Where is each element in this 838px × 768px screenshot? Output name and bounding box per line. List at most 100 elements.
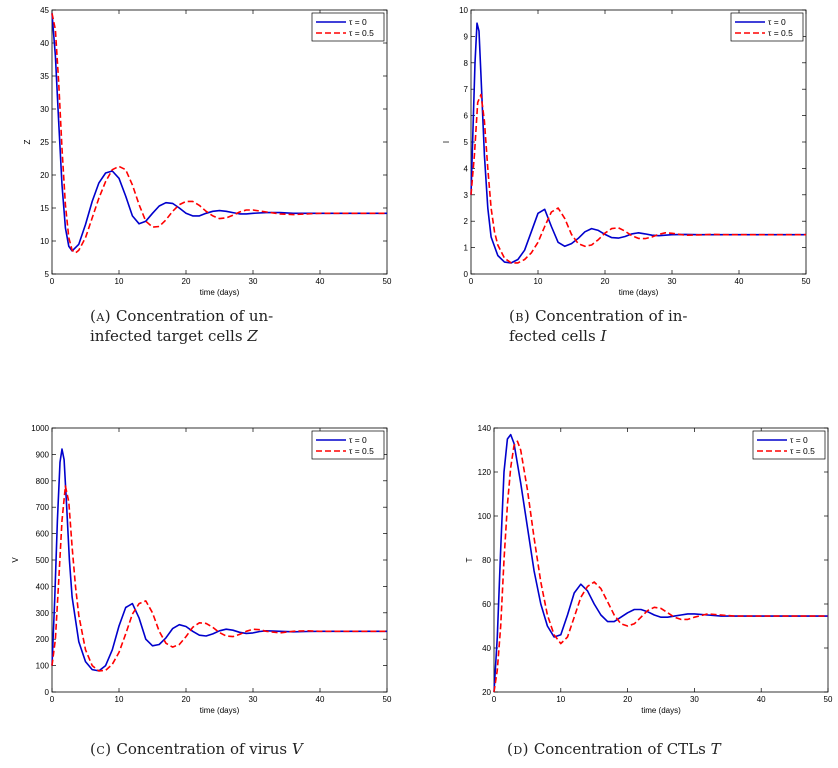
x-tick-label: 0 (492, 695, 497, 704)
caption-v: (c) Concentration of virus V (90, 739, 303, 759)
y-tick-label: 700 (36, 503, 50, 512)
x-tick-label: 0 (50, 695, 55, 704)
y-tick-label: 35 (40, 72, 49, 81)
caption-tag: (b) (509, 307, 531, 325)
legend-entry: τ = 0.5 (790, 446, 815, 456)
legend-entry: τ = 0.5 (768, 28, 793, 38)
x-tick-label: 10 (556, 695, 565, 704)
chart-i: 0 10 20 30 40 50 0 1 2 3 4 5 6 7 8 9 10 time (days) Iτ = 0… (442, 6, 811, 297)
y-tick-label: 900 (36, 450, 50, 459)
x-tick-label: 0 (50, 277, 55, 286)
x-tick-label: 40 (735, 277, 744, 286)
caption-variable: T (710, 740, 721, 758)
y-tick-label: 300 (36, 609, 50, 618)
panel-t: 0 10 20 30 40 50 20 40 60 80 100 120 140 time (days) T… (419, 384, 838, 768)
caption-variable: V (291, 740, 303, 758)
y-tick-label: 10 (40, 237, 49, 246)
y-tick-label: 80 (482, 556, 491, 565)
x-tick-label: 50 (824, 695, 833, 704)
x-axis-label: time (days) (619, 288, 659, 297)
x-axis-label: time (days) (200, 288, 240, 297)
y-axis: 5 10 15 20 25 30 35 40 45 (40, 6, 387, 279)
legend-entry: τ = 0.5 (349, 446, 374, 456)
y-tick-label: 0 (464, 270, 469, 279)
caption-z: (a) Concentration of un- infected target… (90, 306, 273, 346)
legend: τ = 0τ = 0.5 (311, 430, 385, 460)
y-tick-label: 45 (40, 6, 49, 15)
x-tick-label: 40 (316, 695, 325, 704)
legend-box (730, 12, 804, 42)
legend-box (311, 430, 385, 460)
x-tick-label: 50 (383, 695, 392, 704)
chart-v: 0 10 20 30 40 5001002003004005006007008009001… (11, 424, 392, 715)
x-tick-label: 50 (383, 277, 392, 286)
y-tick-label: 400 (36, 582, 50, 591)
legend: τ = 0τ = 0.5 (752, 430, 826, 460)
x-tick-label: 50 (802, 277, 811, 286)
y-tick-label: 20 (482, 688, 491, 697)
y-tick-label: 6 (464, 112, 469, 121)
legend-entry: τ = 0 (349, 435, 367, 445)
series-line-0 (51, 13, 387, 252)
y-tick-label: 5 (464, 138, 469, 147)
x-tick-label: 30 (249, 695, 258, 704)
legend: τ = 0τ = 0.5 (311, 12, 385, 42)
y-tick-label: 100 (478, 512, 492, 521)
y-tick-label: 60 (482, 600, 491, 609)
caption-line-1: Concentration of CTLs (533, 740, 706, 758)
x-tick-label: 10 (534, 277, 543, 286)
x-tick-label: 30 (690, 695, 699, 704)
y-tick-label: 800 (36, 477, 50, 486)
y-axis: 0 100 200 300 400 500 600 700 800 900 1000 (31, 424, 387, 697)
chart-z: 0 10 20 30 40 50 5 10 15 20 25 30 35 40 45 time (days) Z… (23, 6, 392, 297)
y-tick-label: 600 (36, 530, 50, 539)
x-tick-label: 20 (182, 695, 191, 704)
plot-frame (51, 427, 388, 693)
series-line-0 (493, 433, 828, 693)
y-axis: 20 40 60 80 100 120 140 (478, 424, 828, 697)
legend-box (752, 430, 826, 460)
y-tick-label: 2 (464, 217, 469, 226)
plot-frame (470, 9, 807, 275)
y-tick-label: 140 (478, 424, 492, 433)
caption-variable: I (600, 327, 607, 345)
caption-line-2: fected cells (509, 327, 596, 345)
y-axis-label: T (465, 557, 474, 562)
y-tick-label: 120 (478, 468, 492, 477)
y-tick-label: 0 (45, 688, 50, 697)
plot-frame (51, 9, 388, 275)
x-tick-label: 30 (249, 277, 258, 286)
y-tick-label: 5 (45, 270, 50, 279)
panel-z: 0 10 20 30 40 50 5 10 15 20 25 30 35 40 45 time (days) Z… (0, 0, 419, 384)
y-axis-label: Z (23, 139, 32, 144)
y-tick-label: 8 (464, 59, 469, 68)
plot-frame (493, 427, 829, 693)
y-axis: 0 1 2 3 4 5 6 7 8 9 10 (459, 6, 806, 279)
x-tick-label: 20 (182, 277, 191, 286)
y-tick-label: 20 (40, 171, 49, 180)
y-tick-label: 15 (40, 204, 49, 213)
x-axis-label: time (days) (200, 706, 240, 715)
legend-entry: τ = 0 (349, 17, 367, 27)
y-tick-label: 30 (40, 105, 49, 114)
legend: τ = 0τ = 0.5 (730, 12, 804, 42)
y-tick-label: 3 (464, 191, 469, 200)
y-tick-label: 4 (464, 164, 469, 173)
x-axis-label: time (days) (641, 706, 681, 715)
y-tick-label: 100 (36, 662, 50, 671)
caption-i: (b) Concentration of in- fected cells I (509, 306, 688, 346)
caption-tag: (c) (90, 740, 112, 758)
x-axis: 0 10 20 30 40 50 (50, 428, 392, 704)
series-line-1 (51, 485, 387, 672)
y-tick-label: 500 (36, 556, 50, 565)
caption-line-1: Concentration of un- (115, 307, 274, 325)
y-tick-label: 1 (464, 244, 469, 253)
caption-line-1: Concentration of virus (116, 740, 288, 758)
panel-v: 0 10 20 30 40 50 0 100 200 300 400 500 600 700 800 900 1… (0, 384, 419, 768)
x-tick-label: 20 (601, 277, 610, 286)
caption-tag: (a) (90, 307, 112, 325)
legend-box (311, 12, 385, 42)
x-tick-label: 20 (623, 695, 632, 704)
x-tick-label: 10 (115, 277, 124, 286)
